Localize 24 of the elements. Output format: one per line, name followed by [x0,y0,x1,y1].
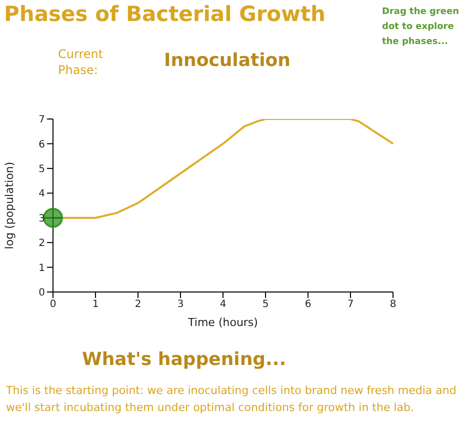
x-tick-label: 3 [177,299,184,310]
y-tick-label: 2 [38,238,45,250]
chart-title: Phases of Bacterial Growth [4,2,326,26]
y-tick-label: 5 [38,164,45,175]
x-axis-title: Time (hours) [187,316,258,329]
y-tick-label: 6 [38,139,45,150]
y-tick-label: 1 [38,262,45,274]
x-tick-label: 4 [220,299,226,310]
y-tick-label: 4 [38,188,45,200]
y-axis-title: log (population) [2,162,16,250]
y-tick-label: 7 [38,114,45,126]
x-tick-label: 7 [347,299,354,310]
x-tick-label: 8 [390,299,396,310]
x-tick-label: 0 [50,299,56,310]
text: What's happening... [82,349,286,370]
y-tick-label: 0 [38,288,45,299]
text: Current Phase: [58,46,104,78]
text: This is the starting point: we are inoculating cells into brand new fresh media and we'll start incubating them under optimal conditions for growth in the lab. [6,383,458,416]
x-tick-label: 6 [304,299,312,310]
x-tick-label: 5 [262,299,269,310]
text: Innoculation [164,50,290,71]
x-tick-label: 2 [134,299,142,310]
text: Drag the green dot to explore the phases... [382,6,460,49]
x-tick-label: 1 [92,299,99,310]
